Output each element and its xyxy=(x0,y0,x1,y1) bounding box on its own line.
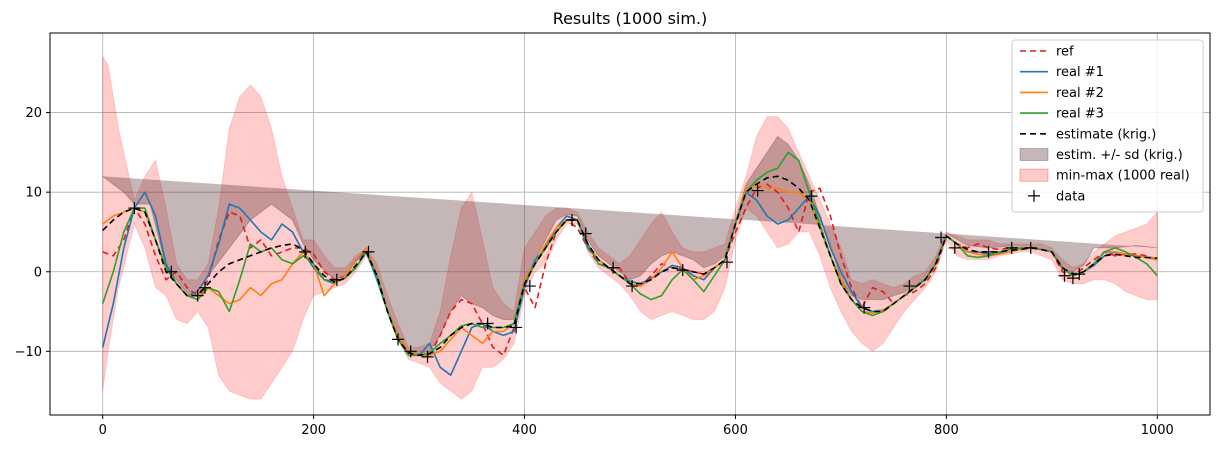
data-point xyxy=(721,256,734,269)
data-point xyxy=(165,265,178,278)
x-tick-label: 0 xyxy=(99,423,107,438)
data-point xyxy=(392,333,404,346)
x-tick-label: 400 xyxy=(512,423,537,438)
data-point xyxy=(481,317,494,330)
legend-label: estimate (krig.) xyxy=(1056,127,1156,142)
legend-swatch xyxy=(1019,148,1049,161)
data-point xyxy=(579,227,592,240)
legend-label: min-max (1000 real) xyxy=(1056,169,1190,184)
minmax-band xyxy=(102,55,1158,400)
data-point xyxy=(1066,272,1079,285)
data-point xyxy=(982,245,995,258)
data-point xyxy=(805,190,818,203)
y-tick-label: −10 xyxy=(15,345,42,360)
data-point xyxy=(858,301,871,314)
data-point xyxy=(421,350,434,363)
legend-label: data xyxy=(1056,189,1085,204)
x-tick-label: 600 xyxy=(723,423,748,438)
data-point xyxy=(362,245,375,258)
data-point xyxy=(935,231,948,244)
legend-label: real #2 xyxy=(1056,86,1104,101)
data-point xyxy=(404,345,417,358)
legend-label: ref xyxy=(1056,45,1074,60)
plot-content xyxy=(101,55,1158,400)
y-tick-label: 20 xyxy=(25,106,42,121)
legend-label: estim. +/- sd (krig.) xyxy=(1056,148,1183,163)
legend-swatch xyxy=(1019,168,1049,182)
x-tick-label: 800 xyxy=(934,423,959,438)
data-point xyxy=(199,281,212,294)
data-point xyxy=(566,214,578,227)
legend-swatch xyxy=(1028,189,1040,202)
data-point xyxy=(607,261,620,274)
data-point xyxy=(1073,268,1086,281)
data-point xyxy=(510,321,523,334)
sd-band xyxy=(102,135,1158,355)
legend-box xyxy=(1011,39,1204,213)
data-point xyxy=(1024,241,1037,254)
x-tick-label: 1000 xyxy=(1141,423,1174,438)
data-point xyxy=(751,184,764,197)
data-point xyxy=(191,289,204,302)
x-tick-label: 200 xyxy=(301,423,326,438)
legend-label: real #3 xyxy=(1056,107,1104,122)
data-point xyxy=(903,280,916,293)
series-line-estimate-krig- xyxy=(102,175,1158,357)
chart-title: Results (1000 sim.) xyxy=(553,9,708,28)
data-point xyxy=(948,241,961,254)
y-tick-label: 10 xyxy=(25,186,42,201)
data-point xyxy=(626,280,639,293)
y-tick-label: 0 xyxy=(34,265,42,280)
data-point xyxy=(299,245,312,258)
data-point xyxy=(676,264,689,277)
data-point xyxy=(330,273,343,286)
legend: ref real #1 real #2 real #3 estimate (krig.)… xyxy=(1011,39,1204,213)
data-point xyxy=(1005,241,1018,254)
data-point xyxy=(523,280,536,293)
legend-label: real #1 xyxy=(1056,65,1104,80)
data-point xyxy=(128,202,141,215)
axes-frame xyxy=(49,32,1211,416)
data-point xyxy=(1058,269,1071,282)
